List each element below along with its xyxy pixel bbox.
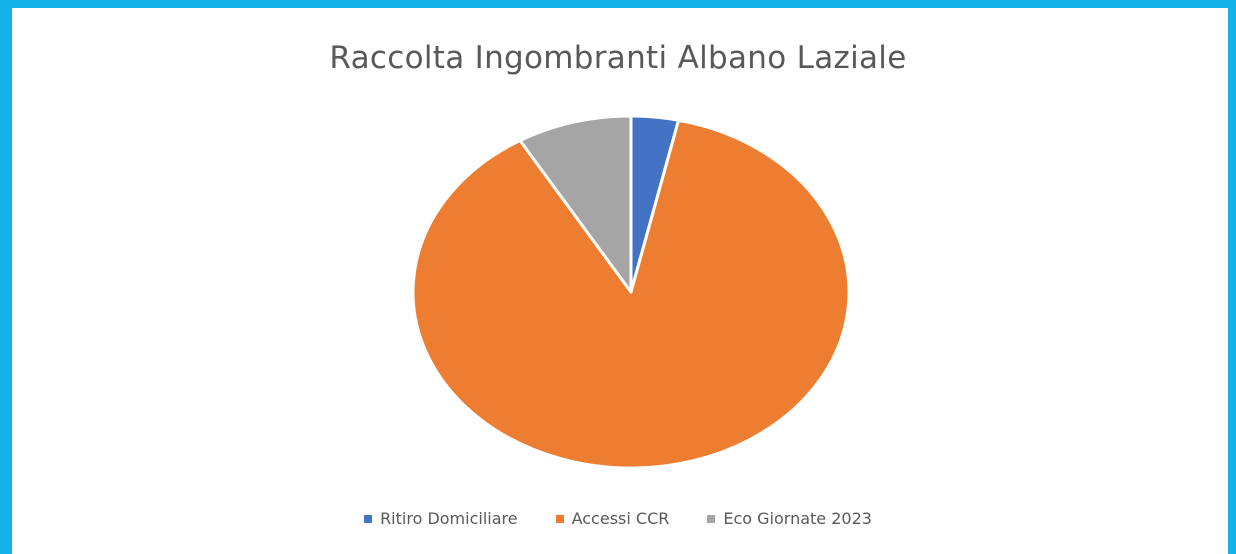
legend-swatch: [364, 514, 373, 523]
legend-item-ritiro-domiciliare: Ritiro Domiciliare: [364, 509, 518, 528]
chart-title: Raccolta Ingombranti Albano Laziale: [329, 40, 907, 76]
legend-item-eco-giornate-2023: Eco Giornate 2023: [707, 509, 872, 528]
legend-label: Ritiro Domiciliare: [380, 509, 518, 528]
legend-item-accessi-ccr: Accessi CCR: [555, 509, 670, 528]
legend-swatch: [555, 514, 564, 523]
pie-slice-eco-giornate-2023: [518, 114, 633, 294]
chart-legend: Ritiro Domiciliare Accessi CCR Eco Giorn…: [0, 509, 1236, 528]
legend-swatch: [707, 514, 716, 523]
legend-label: Eco Giornate 2023: [723, 509, 872, 528]
pie-slice-accessi-ccr: [411, 118, 851, 470]
legend-label: Accessi CCR: [571, 509, 670, 528]
